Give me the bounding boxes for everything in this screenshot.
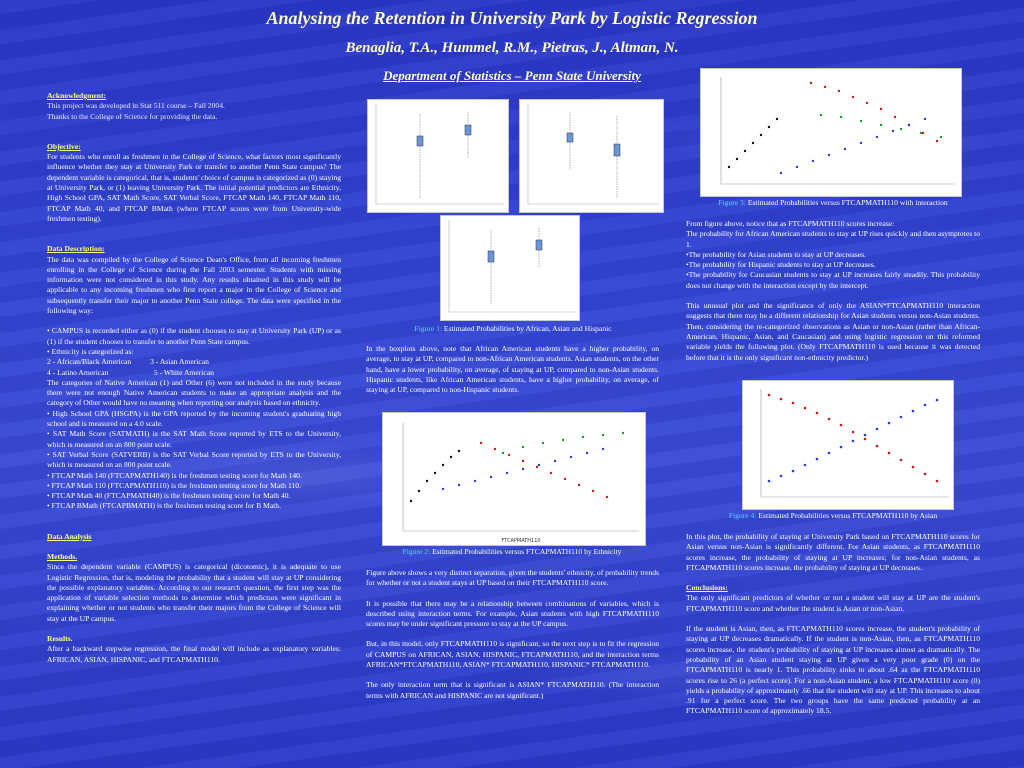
- data-description-text: The data was compiled by the College of …: [47, 254, 341, 316]
- figure3-series-red: [809, 81, 939, 143]
- caucasian-trend: •The probability for Caucasian students …: [686, 270, 980, 290]
- figure4-scatter: [742, 380, 954, 510]
- results-heading: Results.: [47, 634, 73, 644]
- poster-authors: Benaglia, T.A., Hummel, R.M., Pietras, J…: [345, 40, 679, 56]
- ethnicity-codes: 2 - African/Black American 3 - Asian Ame…: [47, 357, 209, 367]
- figure4-label: Figure 4:: [728, 511, 757, 520]
- left-column: Acknowledgment: This project was develop…: [47, 91, 341, 675]
- conclusions-heading: Conclusions:: [686, 583, 728, 593]
- figure2-caption: Figure 2: Estimated Probabilities versus…: [402, 547, 622, 556]
- boxplot-african: [367, 99, 509, 213]
- middle-lower-text: Figure above shows a very distinct separ…: [366, 568, 659, 711]
- figure2-label: Figure 2:: [402, 547, 431, 556]
- boxplot-discussion: In the boxplots above, note that African…: [366, 344, 659, 395]
- figure2-scatter: FTCAPMATH110: [382, 412, 646, 546]
- figure1-caption: Figure 1: Estimated Probabilities by Afr…: [414, 324, 612, 333]
- data-analysis-heading: Data Analysis: [47, 531, 92, 541]
- interaction-discussion: It is possible that there may be a relat…: [366, 598, 659, 629]
- figure3-series-blue: [779, 117, 927, 175]
- conclusions-text: The only significant predictors of wheth…: [686, 593, 980, 613]
- data-description-heading: Data Description:: [47, 244, 105, 254]
- boxplot-hispanic: [440, 215, 580, 321]
- ack-line: Thanks to the College of Science for pro…: [47, 111, 218, 121]
- figure2-series-blue: [441, 447, 605, 491]
- ethnicity-bullet: • Ethnicity is categorized as:: [47, 346, 134, 356]
- figure3-scatter: [700, 68, 962, 197]
- results-text: After a backward stepwise regression, th…: [47, 644, 341, 664]
- figure3-intro: From figure above, notice that as FTCAPM…: [686, 219, 895, 228]
- figure3-label: Figure 3:: [718, 198, 746, 207]
- methods-text: Since the dependent variable (CAMPUS) is…: [47, 562, 341, 623]
- figure4-caption: Figure 4: Estimated Probabilities versus…: [728, 511, 938, 520]
- ethnicity-note: The categories of Native American (1) an…: [47, 377, 341, 408]
- figure4-series-asian: [767, 393, 939, 483]
- objective-text: For students who enroll as freshmen in t…: [47, 152, 341, 223]
- conclusions-detail: If the student is Asian, then, as FTCAPM…: [686, 624, 980, 716]
- ftcap40-bullet: • FTCAP Math 40 (FTCAPMATH40) is the fre…: [47, 491, 291, 501]
- figure2-series-red: [479, 441, 609, 499]
- ftcap140-bullet: • FTCAP Math 140 (FTCAPMATH140) is the f…: [47, 470, 302, 480]
- figure2-xlabel: FTCAPMATH110: [501, 538, 540, 544]
- objective-heading: Objective:: [47, 141, 81, 151]
- figure3-series-green: [819, 113, 943, 139]
- poster-department: Department of Statistics – Penn State Un…: [383, 68, 641, 83]
- hsgpa-bullet: • High School GPA (HSGPA) is the GPA rep…: [47, 408, 341, 429]
- campus-bullet: • CAMPUS is recorded either as (0) if th…: [47, 326, 341, 346]
- figure4-discussion: In this plot, the probability of staying…: [686, 532, 980, 572]
- poster-title: Analysing the Retention in University Pa…: [266, 8, 758, 28]
- asian-trend: •The probability for Asian students to s…: [686, 249, 866, 259]
- african-trend: The probability for African American stu…: [686, 229, 980, 249]
- figure3-caption: Figure 3: Estimated Probabilities versus…: [718, 198, 948, 207]
- hispanic-trend: •The probability for Hispanic students t…: [686, 260, 876, 270]
- ack-heading: Acknowledgment:: [47, 91, 107, 100]
- right-lower-text: In this plot, the probability of staying…: [686, 532, 980, 727]
- interaction-analysis: This unusual plot and the significance o…: [686, 301, 980, 362]
- model-discussion: But, in this model, only FTCAPMATH110 is…: [366, 639, 659, 670]
- figure1-label: Figure 1:: [414, 324, 443, 333]
- satverb-bullet: • SAT Verbal Score (SATVERB) is the SAT …: [47, 449, 341, 470]
- satmath-bullet: • SAT Math Score (SATMATH) is the SAT Ma…: [47, 429, 341, 449]
- figure2-series-black: [409, 449, 461, 503]
- methods-heading: Methods.: [47, 551, 78, 561]
- ftcap110-bullet: • FTCAP Math 110 (FTCAPMATH110) is the f…: [47, 480, 302, 490]
- right-upper-text: From figure above, notice that as FTCAPM…: [686, 219, 980, 373]
- boxplot-asian: [519, 99, 664, 213]
- figure3-series-black: [727, 117, 779, 169]
- figure2-series-green: [501, 431, 625, 455]
- figure4-series-non-asian: [767, 398, 939, 483]
- middle-paragraph: In the boxplots above, note that African…: [366, 344, 659, 405]
- ack-line: This project was developed in Stat 511 c…: [47, 101, 225, 111]
- interaction-result: The only interaction term that is signif…: [366, 680, 659, 700]
- ethnicity-codes: 4 - Latino American 5 - White American: [47, 367, 214, 377]
- figure2-discussion: Figure above shows a very distinct separ…: [366, 568, 659, 588]
- ftcapbmath-bullet: • FTCAP BMath (FTCAPBMATH) is the freshm…: [47, 501, 281, 511]
